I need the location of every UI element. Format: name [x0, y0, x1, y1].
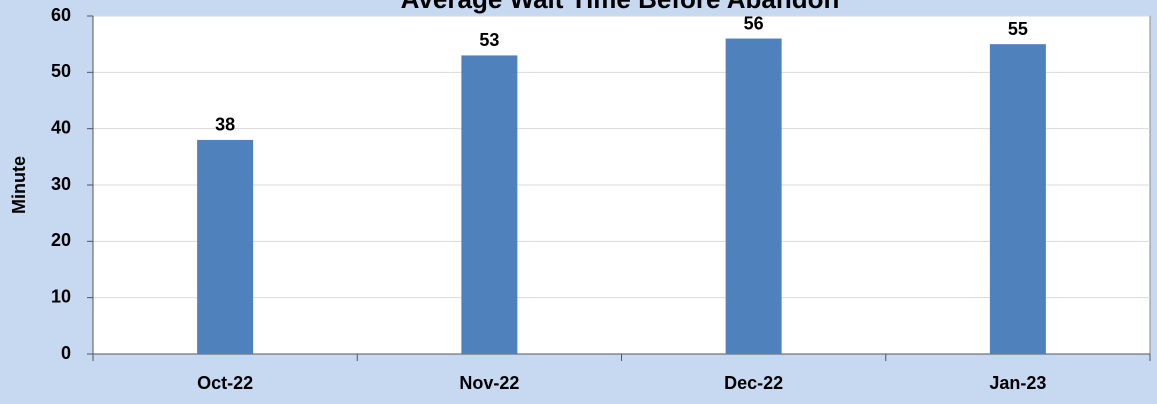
bar [725, 38, 782, 355]
y-tick-label: 20 [51, 230, 71, 250]
y-tick-label: 30 [51, 174, 71, 194]
y-axis-label: Minute [9, 156, 29, 214]
y-tick-label: 60 [51, 5, 71, 25]
bar [197, 139, 254, 354]
x-tick-label: Dec-22 [724, 373, 783, 393]
x-tick-label: Oct-22 [197, 373, 253, 393]
chart-title: Average Wait Time Before Abandon [401, 0, 840, 14]
y-tick-label: 40 [51, 117, 71, 137]
bar [989, 44, 1046, 355]
data-label: 38 [215, 115, 235, 135]
data-label: 53 [479, 30, 499, 50]
y-tick-label: 0 [61, 343, 71, 363]
data-label: 55 [1008, 19, 1028, 39]
bar [461, 55, 518, 354]
x-tick-label: Jan-23 [989, 373, 1046, 393]
y-tick-label: 10 [51, 286, 71, 306]
x-tick-label: Nov-22 [459, 373, 519, 393]
data-label: 56 [744, 13, 764, 33]
y-tick-label: 50 [51, 61, 71, 81]
